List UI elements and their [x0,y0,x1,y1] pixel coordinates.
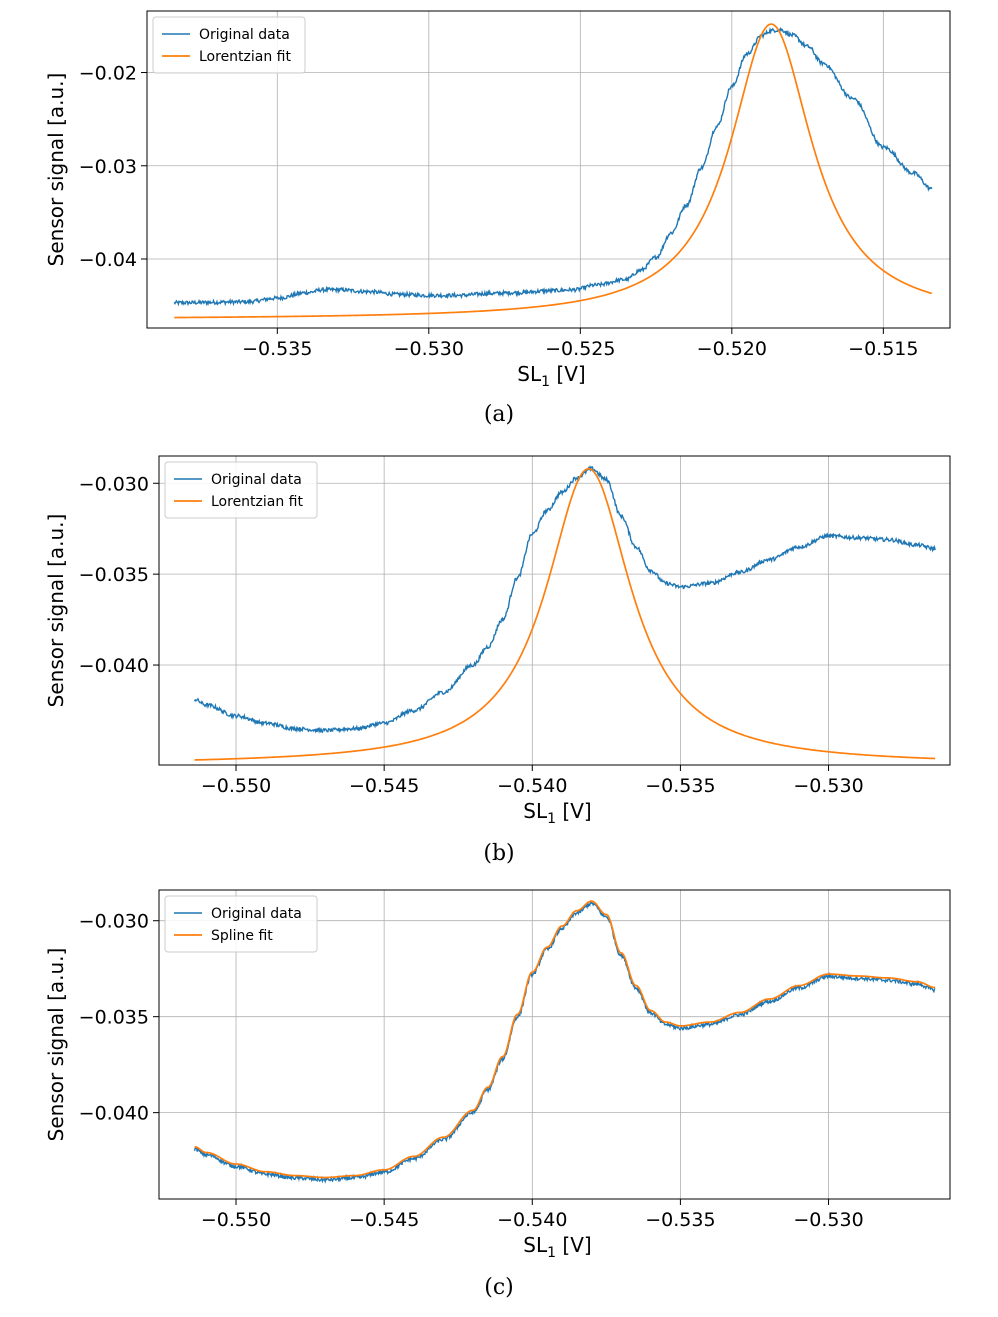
y-tick-label: −0.030 [79,911,149,933]
series-line-lorentzian-fit [174,23,933,319]
legend-entry: Lorentzian fit [211,494,304,510]
y-axis-label: Sensor signal [a.u.] [44,73,68,267]
plot-frame [146,10,951,329]
chart-panel-3: −0.550 −0.545 −0.540 −0.535 −0.530 −0.040 −0.0… [44,889,951,1300]
x-tick-label: −0.540 [497,1209,567,1231]
y-tick-label: −0.040 [79,1103,149,1125]
legend-box [164,461,318,519]
x-tick-label: −0.535 [242,338,312,360]
panel-caption: (c) [484,1275,514,1300]
x-tick-label: −0.550 [201,775,271,797]
chart-panel-1: −0.535 −0.530 −0.525 −0.520 −0.515 −0.04 −0.03… [44,10,951,427]
y-tick-label: −0.04 [79,249,137,271]
series-line-original-data [173,26,933,307]
x-tick-label: −0.525 [545,338,615,360]
chart-panel-2: −0.550 −0.545 −0.540 −0.535 −0.530 −0.040 −0.0… [44,455,951,866]
x-tick-label: −0.550 [201,1209,271,1231]
x-tick-label: −0.530 [793,1209,863,1231]
x-tick-label: −0.545 [349,1209,419,1231]
legend-entry: Original data [211,472,302,488]
x-axis-label: SL1 [V] [523,799,591,827]
x-tick-label: −0.520 [697,338,767,360]
legend-entry: Original data [211,906,302,922]
panel-caption: (b) [483,841,514,866]
y-tick-label: −0.02 [79,63,137,85]
series-line-spline-fit [194,900,936,1179]
legend-box [152,16,306,74]
plot-frame [158,455,951,766]
x-tick-label: −0.540 [497,775,567,797]
series-line-lorentzian-fit [194,467,936,761]
legend-entry: Lorentzian fit [199,49,292,65]
x-tick-label: −0.530 [394,338,464,360]
y-tick-label: −0.035 [79,564,149,586]
y-tick-label: −0.040 [79,655,149,677]
x-tick-label: −0.530 [793,775,863,797]
series-line-original-data [193,465,936,734]
plot-frame [158,889,951,1200]
x-tick-label: −0.515 [848,338,918,360]
legend-entry: Original data [199,27,290,43]
y-tick-label: −0.03 [79,156,137,178]
y-axis-label: Sensor signal [a.u.] [44,948,68,1142]
x-axis-label: SL1 [V] [523,1233,591,1261]
x-tick-label: −0.535 [645,1209,715,1231]
y-tick-label: −0.035 [79,1007,149,1029]
x-axis-label: SL1 [V] [517,362,585,390]
y-tick-label: −0.030 [79,473,149,495]
x-tick-label: −0.535 [645,775,715,797]
x-tick-label: −0.545 [349,775,419,797]
legend-box [164,895,318,953]
panel-caption: (a) [484,402,514,427]
y-axis-label: Sensor signal [a.u.] [44,514,68,708]
legend-entry: Spline fit [211,928,273,944]
